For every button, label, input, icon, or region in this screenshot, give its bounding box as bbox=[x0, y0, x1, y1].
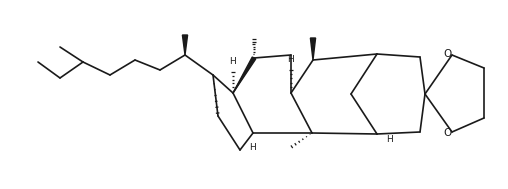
Text: O: O bbox=[444, 128, 452, 138]
Text: H: H bbox=[230, 57, 236, 66]
Text: H: H bbox=[249, 143, 257, 153]
Polygon shape bbox=[182, 35, 187, 55]
Text: O: O bbox=[444, 49, 452, 59]
Text: H: H bbox=[288, 55, 294, 64]
Polygon shape bbox=[233, 57, 256, 93]
Text: H: H bbox=[387, 136, 393, 145]
Polygon shape bbox=[310, 38, 315, 60]
